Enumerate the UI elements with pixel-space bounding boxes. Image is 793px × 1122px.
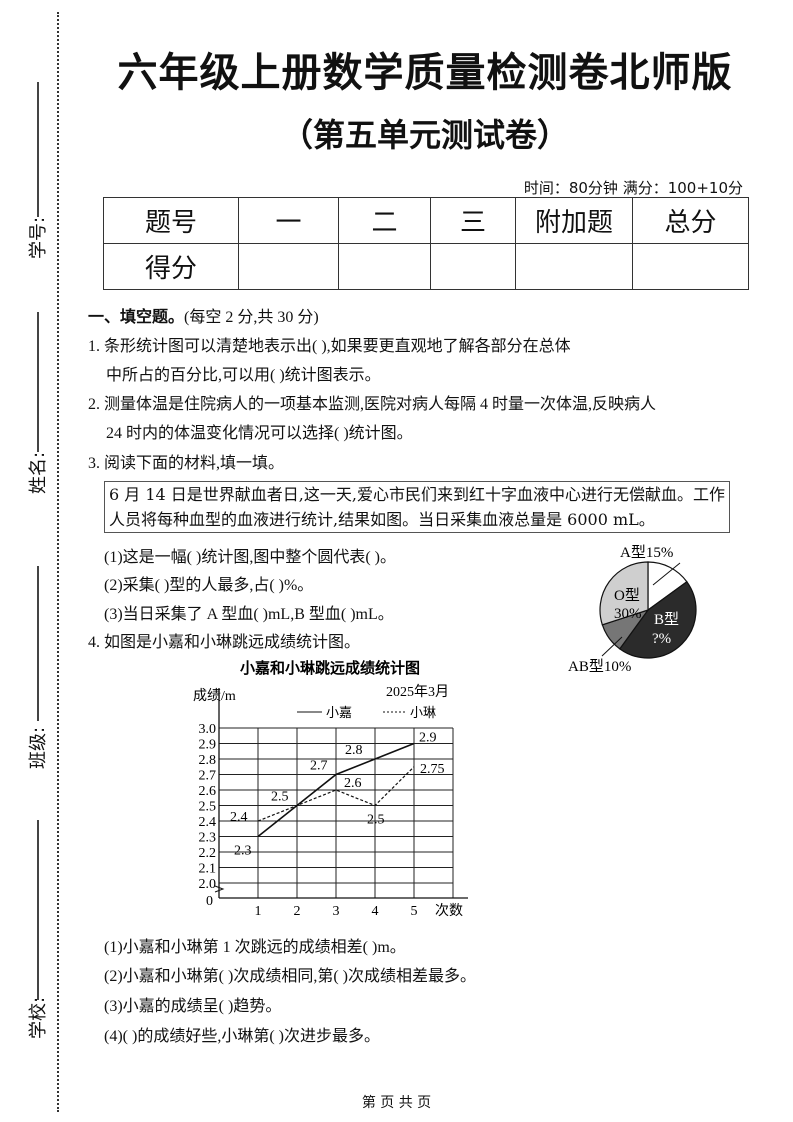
y-tick-label: 2.1 — [199, 862, 217, 877]
data-label: 2.8 — [345, 743, 363, 758]
y-tick-label: 3.0 — [199, 722, 217, 737]
y-tick-label: 2.3 — [199, 831, 217, 846]
header-cell: 三 — [430, 197, 516, 244]
y-tick-label: 2.6 — [199, 784, 217, 799]
y-tick-label: 2.8 — [199, 753, 217, 768]
pie-label-o-1: O型 — [614, 587, 640, 604]
data-label: 2.5 — [271, 790, 289, 805]
series-line-xiaojia — [257, 742, 415, 838]
x-tick-label: 2 — [294, 904, 301, 919]
pie-chart — [599, 561, 697, 659]
pie-slice — [599, 561, 649, 626]
pie-label-o-2: 30% — [614, 606, 642, 622]
pie-leader-line — [652, 562, 681, 586]
question-4-sub-4: (4)( )的成绩好些,小琳第( )次进步最多。 — [104, 1028, 380, 1045]
field-line — [37, 566, 39, 721]
x-axis-label: 次数 — [435, 903, 463, 919]
question-4-sub-2: (2)小嘉和小琳第( )次成绩相同,第( )次成绩相差最多。 — [104, 968, 476, 985]
pie-slice — [618, 580, 697, 659]
data-label: 2.3 — [234, 844, 252, 859]
field-line — [37, 820, 39, 1000]
question-3-sub-2: (2)采集( )型的人最多,占( )%。 — [104, 577, 314, 594]
pie-leader-line — [601, 636, 623, 657]
line-chart-title: 小嘉和小琳跳远成绩统计图 — [240, 659, 420, 677]
question-4-sub-1: (1)小嘉和小琳第 1 次跳远的成绩相差( )m。 — [104, 939, 406, 956]
legend-xiaolin: 小琳 — [410, 705, 436, 720]
data-label: 2.6 — [344, 776, 362, 791]
score-cell[interactable] — [632, 243, 749, 290]
data-label: 2.5 — [367, 813, 385, 828]
pie-label-a: A型15% — [620, 544, 673, 561]
y-axis-label: 成绩/m — [193, 688, 236, 704]
section-note: (每空 2 分,共 30 分) — [184, 309, 319, 326]
question-2: 2. 测量体温是住院病人的一项基本监测,医院对病人每隔 4 时量一次体温,反映病… — [88, 396, 657, 413]
field-line — [37, 312, 39, 452]
question-1-cont: 中所占的百分比,可以用( )统计图表示。 — [106, 367, 381, 384]
chart-date: 2025年3月 — [386, 684, 449, 700]
score-cell[interactable] — [338, 243, 431, 290]
score-table: 题号 一 二 三 附加题 总分 得分 — [103, 197, 749, 290]
question-3: 3. 阅读下面的材料,填一填。 — [88, 455, 285, 472]
x-tick-label: 3 — [333, 904, 340, 919]
question-3-sub-3: (3)当日采集了 A 型血( )mL,B 型血( )mL。 — [104, 606, 394, 623]
question-1: 1. 条形统计图可以清楚地表示出( ),如果要更直观地了解各部分在总体 — [88, 338, 571, 355]
x-tick-label: 1 — [255, 904, 262, 919]
origin-label: 0 — [206, 894, 213, 909]
page-footer: 第 页 共 页 — [361, 1095, 432, 1111]
y-tick-label: 2.4 — [199, 815, 217, 830]
header-cell: 附加题 — [515, 197, 633, 244]
score-cell[interactable] — [430, 243, 516, 290]
data-label: 2.75 — [420, 762, 445, 777]
page-subtitle: （第五单元测试卷） — [280, 116, 569, 154]
score-cell[interactable] — [515, 243, 633, 290]
x-tick-label: 4 — [372, 904, 379, 919]
time-info: 时间：80分钟 满分：100+10分 — [523, 179, 743, 197]
pie-label-ab: AB型10% — [568, 658, 631, 675]
question-4-sub-3: (3)小嘉的成绩呈( )趋势。 — [104, 998, 282, 1015]
page-title: 六年级上册数学质量检测卷北师版 — [117, 50, 733, 96]
question-2-cont: 24 时内的体温变化情况可以选择( )统计图。 — [106, 425, 413, 442]
series-line-xiaolin — [257, 766, 415, 822]
material-box: 6 月 14 日是世界献血者日,这一天,爱心市民们来到红十字血液中心进行无偿献血… — [104, 481, 730, 533]
question-4: 4. 如图是小嘉和小琳跳远成绩统计图。 — [88, 634, 361, 651]
pie-label-b-2: ?% — [652, 631, 671, 647]
line-chart: 2.02.12.22.32.42.52.62.72.82.93.01 2 3 4 52.… — [199, 688, 468, 919]
y-tick-label: 2.9 — [199, 738, 217, 753]
score-row-label: 得分 — [103, 243, 239, 290]
pie-label-b-1: B型 — [654, 611, 679, 628]
data-label: 2.7 — [310, 759, 328, 774]
legend-xiaojia: 小嘉 — [326, 705, 352, 720]
axis-break-icon — [214, 885, 225, 893]
y-tick-label: 2.0 — [199, 877, 217, 892]
data-label: 2.9 — [419, 731, 437, 746]
section-heading: 一、填空题。 — [88, 309, 185, 326]
question-3-sub-1: (1)这是一幅( )统计图,图中整个圆代表( )。 — [104, 549, 396, 566]
cut-line — [57, 12, 59, 1112]
y-tick-label: 2.7 — [199, 769, 217, 784]
data-label: 2.4 — [230, 810, 248, 825]
y-tick-label: 2.5 — [199, 800, 217, 815]
field-line — [37, 82, 39, 217]
y-tick-label: 2.2 — [199, 846, 217, 861]
x-tick-label: 5 — [411, 904, 418, 919]
